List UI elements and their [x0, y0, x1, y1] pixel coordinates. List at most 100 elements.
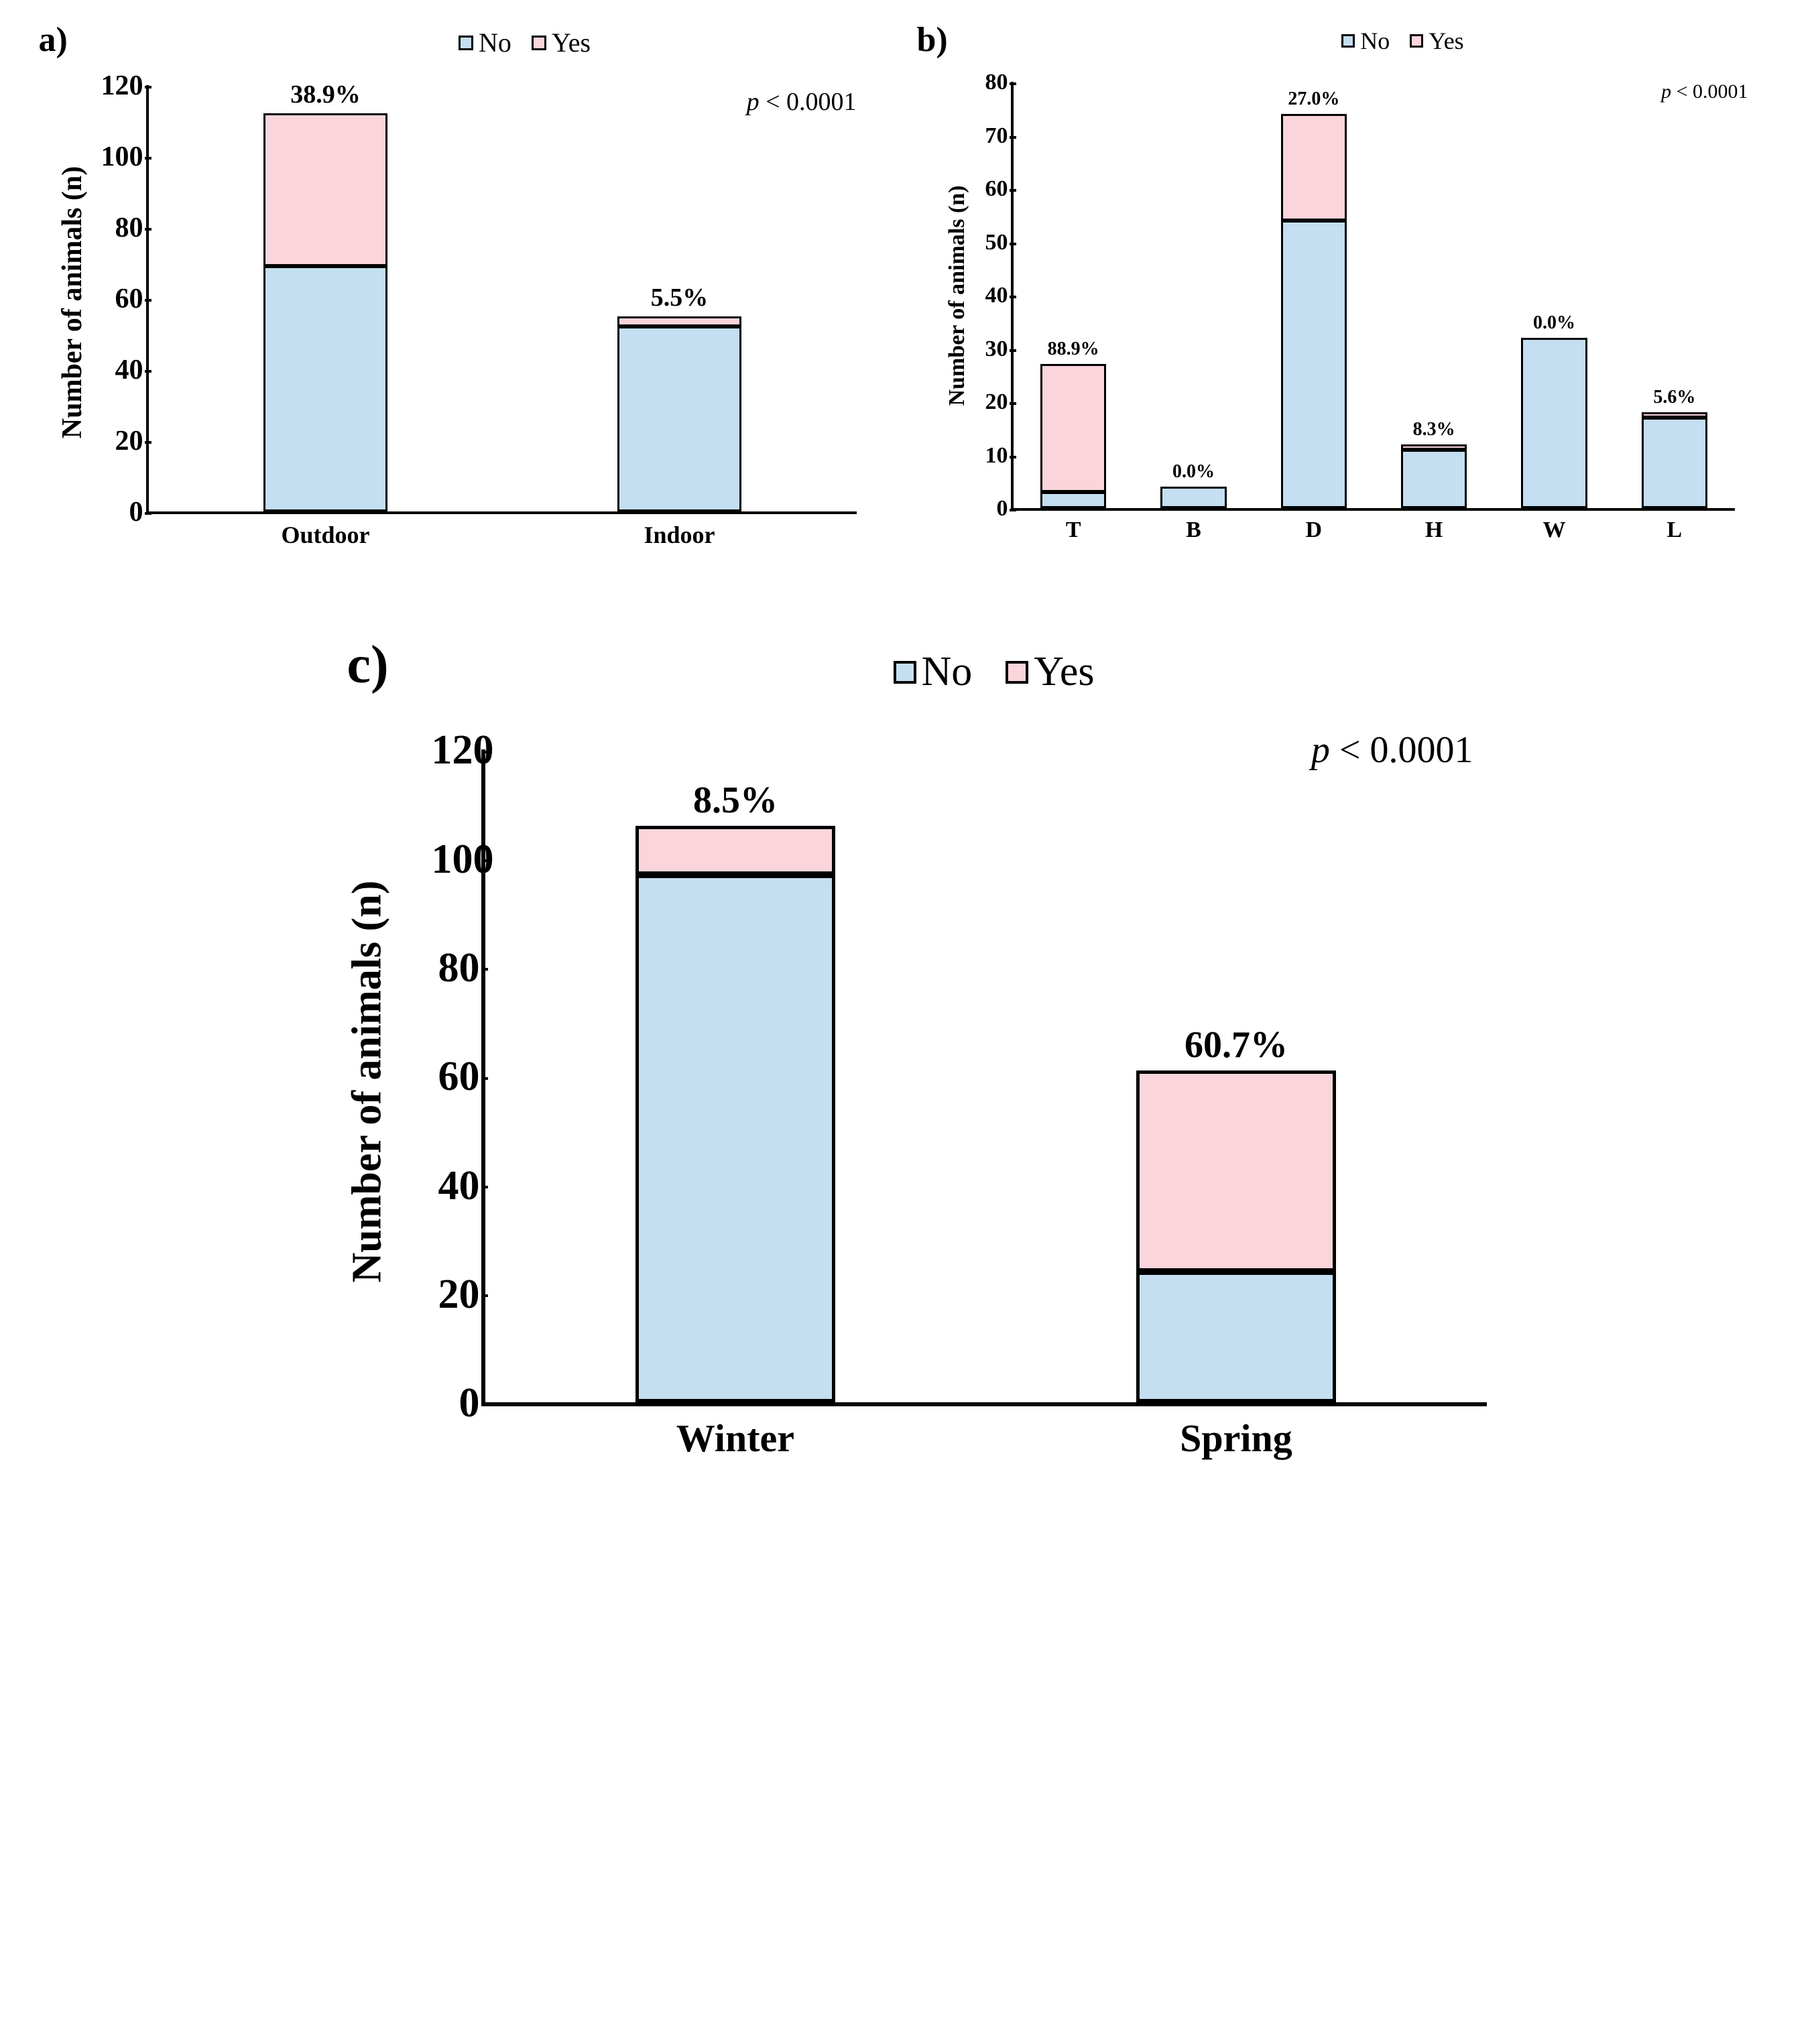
bar-segment-yes	[635, 826, 836, 875]
bar-group: T88.9%	[1040, 364, 1107, 508]
panel-b: b) No Yes p < 0.0001 Number of animals (…	[917, 27, 1755, 568]
legend-box-no-icon	[1341, 34, 1355, 48]
legend-item-no: No	[459, 27, 511, 58]
y-tick: 60	[432, 1053, 485, 1101]
panel-c: c) No Yes p < 0.0001 Number of animals (…	[307, 648, 1514, 1487]
bar-segment-no	[1160, 487, 1227, 508]
legend-yes-label: Yes	[1429, 27, 1463, 55]
bar-category-label: Outdoor	[281, 521, 369, 549]
bar-segment-yes	[1281, 114, 1347, 221]
panel-a-legend: No Yes	[173, 27, 877, 58]
bar-percent-label: 8.3%	[1413, 419, 1455, 440]
bar-segment-no	[1281, 221, 1347, 508]
y-tick: 80	[960, 70, 1014, 95]
bar-category-label: W	[1542, 517, 1565, 543]
bar-segment-no	[1136, 1272, 1337, 1402]
bar-segment-no	[617, 326, 741, 511]
bar-group: L5.6%	[1642, 412, 1708, 508]
panel-b-chart: Number of animals (n) 01020304050607080T…	[917, 82, 1755, 564]
y-tick: 80	[95, 212, 149, 244]
panel-a-ylabel: Number of animals (n)	[56, 155, 88, 450]
bar-group: B0.0%	[1160, 487, 1227, 508]
bar-segment-no	[263, 266, 387, 511]
bar-category-label: H	[1425, 517, 1443, 543]
legend-no-label: No	[479, 27, 511, 58]
bar-category-label: T	[1066, 517, 1081, 543]
y-tick: 0	[432, 1379, 485, 1427]
panel-c-plot: 020406080100120Winter8.5%Spring60.7%	[481, 749, 1487, 1406]
y-tick: 60	[960, 176, 1014, 202]
panel-a-chart: Number of animals (n) 020406080100120Out…	[39, 85, 877, 568]
y-tick: 80	[432, 944, 485, 992]
bar-segment-yes	[1136, 1070, 1337, 1272]
legend-box-yes-icon	[532, 36, 546, 50]
panel-a-label: a)	[39, 20, 68, 60]
panel-c-ylabel: Number of animals (n)	[343, 847, 391, 1316]
legend-item-yes: Yes	[1006, 648, 1094, 696]
y-tick: 0	[960, 496, 1014, 521]
y-tick: 0	[95, 496, 149, 528]
panel-b-legend: No Yes	[1051, 27, 1755, 55]
y-tick: 120	[95, 70, 149, 102]
bar-category-label: B	[1186, 517, 1201, 543]
legend-box-yes-icon	[1006, 661, 1028, 684]
bar-percent-label: 5.5%	[651, 283, 709, 312]
bar-segment-no	[1642, 418, 1708, 508]
legend-yes-label: Yes	[552, 27, 591, 58]
panel-a-plot: 020406080100120Outdoor38.9%Indoor5.5%	[146, 85, 857, 514]
y-tick: 10	[960, 443, 1014, 469]
bar-category-label: Indoor	[644, 521, 715, 549]
panel-a: a) No Yes p < 0.0001 Number of animals (…	[39, 27, 877, 568]
bar-group: W0.0%	[1521, 338, 1587, 508]
y-tick: 40	[432, 1162, 485, 1210]
bar-percent-label: 38.9%	[290, 80, 361, 109]
bar-segment-yes	[617, 316, 741, 327]
legend-item-yes: Yes	[532, 27, 591, 58]
bar-group: H8.3%	[1401, 444, 1467, 508]
y-tick: 70	[960, 123, 1014, 149]
bar-percent-label: 27.0%	[1288, 88, 1339, 110]
bar-segment-no	[1401, 450, 1467, 508]
panel-b-label: b)	[917, 20, 948, 60]
legend-item-no: No	[894, 648, 973, 696]
bar-segment-yes	[1401, 444, 1467, 450]
bar-category-label: Winter	[676, 1416, 794, 1461]
bar-category-label: Spring	[1180, 1416, 1292, 1461]
panel-c-chart: Number of animals (n) 020406080100120Win…	[307, 749, 1514, 1487]
y-tick: 20	[960, 389, 1014, 415]
bar-segment-yes	[1642, 412, 1708, 418]
y-tick: 50	[960, 230, 1014, 255]
bar-percent-label: 5.6%	[1653, 387, 1695, 408]
y-tick: 120	[432, 727, 485, 774]
y-tick: 100	[432, 836, 485, 883]
legend-item-yes: Yes	[1410, 27, 1463, 55]
bar-group: Spring60.7%	[1136, 1070, 1337, 1402]
legend-yes-label: Yes	[1034, 648, 1094, 696]
y-tick: 40	[960, 283, 1014, 308]
y-tick: 20	[432, 1271, 485, 1318]
y-tick: 60	[95, 283, 149, 315]
panel-b-plot: 01020304050607080T88.9%B0.0%D27.0%H8.3%W…	[1011, 82, 1735, 511]
bar-percent-label: 0.0%	[1533, 312, 1575, 334]
bar-segment-yes	[263, 113, 387, 266]
top-row: a) No Yes p < 0.0001 Number of animals (…	[39, 27, 1782, 568]
panel-c-label: c)	[347, 635, 389, 696]
y-tick: 100	[95, 141, 149, 173]
legend-box-no-icon	[459, 36, 473, 50]
bar-percent-label: 88.9%	[1048, 339, 1099, 360]
legend-box-yes-icon	[1410, 34, 1423, 48]
y-tick: 40	[95, 354, 149, 386]
legend-box-no-icon	[894, 661, 916, 684]
legend-no-label: No	[1360, 27, 1390, 55]
bar-segment-no	[1040, 492, 1107, 508]
legend-item-no: No	[1341, 27, 1390, 55]
bar-segment-yes	[1040, 364, 1107, 492]
bar-segment-no	[1521, 338, 1587, 508]
panel-c-legend: No Yes	[475, 648, 1514, 696]
bar-group: Indoor5.5%	[617, 316, 741, 512]
bar-group: D27.0%	[1281, 114, 1347, 508]
bar-percent-label: 8.5%	[693, 779, 778, 822]
bar-group: Winter8.5%	[635, 826, 836, 1402]
figure-root: a) No Yes p < 0.0001 Number of animals (…	[39, 27, 1782, 1487]
y-tick: 30	[960, 336, 1014, 362]
